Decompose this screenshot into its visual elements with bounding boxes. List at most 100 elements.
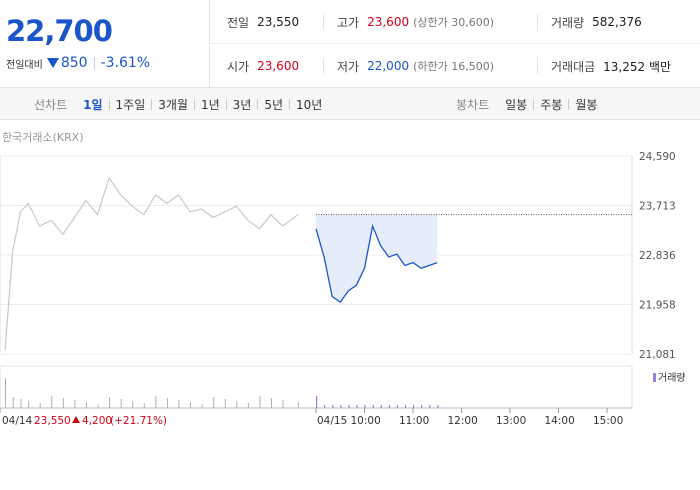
up-arrow-icon bbox=[72, 416, 80, 423]
volume-bar bbox=[62, 398, 64, 408]
volume-bar bbox=[316, 396, 318, 408]
volume-bar bbox=[236, 401, 238, 408]
tab-weekly[interactable]: 주봉 bbox=[540, 97, 563, 112]
volume-bar bbox=[109, 397, 111, 408]
volume-bar bbox=[324, 405, 326, 408]
change-row: 전일대비 850 -3.61% bbox=[6, 54, 150, 72]
volume-legend-swatch bbox=[653, 373, 656, 382]
volume-bar bbox=[421, 405, 423, 408]
current-price: 22,700 bbox=[6, 14, 113, 48]
volume-bar bbox=[143, 403, 145, 408]
divider bbox=[568, 98, 570, 110]
volume-bar bbox=[74, 400, 76, 408]
tab-monthly[interactable]: 월봉 bbox=[575, 97, 598, 112]
stat-value: 23,600 bbox=[257, 59, 300, 73]
source-label: 한국거래소(KRX) bbox=[2, 131, 84, 144]
tab-1year[interactable]: 1년 bbox=[200, 97, 220, 112]
volume-bar bbox=[364, 405, 366, 408]
change-amount: 850 bbox=[60, 55, 88, 71]
volume-bar bbox=[97, 404, 99, 408]
change-rate: -3.61% bbox=[100, 55, 151, 71]
volume-bar bbox=[298, 402, 299, 408]
volume-bar bbox=[155, 396, 157, 408]
prev-day-date: 04/14 bbox=[2, 415, 33, 427]
prev-day-footer: 04/14 23,550 4,200 (+21.71%) bbox=[2, 415, 167, 427]
stats-table: 전일 23,550 고가 23,600 (상한가 30,600) 거래량 582… bbox=[211, 0, 700, 88]
y-tick-label: 23,713 bbox=[639, 200, 676, 212]
volume-bar bbox=[372, 405, 374, 408]
volume-bar bbox=[437, 405, 439, 408]
x-tick-label: 11:00 bbox=[399, 415, 429, 427]
stat-value: 23,550 bbox=[257, 15, 300, 29]
tab-3month[interactable]: 3개월 bbox=[158, 97, 188, 112]
stat-label: 전일 bbox=[227, 15, 250, 30]
today-fill bbox=[316, 214, 438, 303]
stat-low: 저가 22,000 (하한가 16,500) bbox=[337, 44, 494, 88]
down-arrow-icon bbox=[46, 58, 59, 68]
candle-chart-title: 봉차트 bbox=[456, 97, 490, 112]
stat-high: 고가 23,600 (상한가 30,600) bbox=[337, 0, 494, 44]
divider bbox=[533, 98, 535, 110]
volume-bar bbox=[28, 401, 30, 408]
volume-bar bbox=[282, 400, 284, 408]
volume-area bbox=[0, 365, 633, 409]
tab-10year[interactable]: 10년 bbox=[296, 97, 323, 112]
x-tick-label: 12:00 bbox=[448, 415, 478, 427]
x-tick-label: 10:00 bbox=[351, 415, 381, 427]
price-chart-svg: 한국거래소(KRX) 24,590 23,713 22,836 21,958 21,08… bbox=[0, 131, 686, 427]
candle-chart-tabs: 봉차트 일봉 주봉 월봉 bbox=[456, 88, 603, 120]
divider bbox=[289, 98, 291, 110]
volume-bar bbox=[413, 405, 415, 408]
tab-5year[interactable]: 5년 bbox=[264, 97, 284, 112]
prev-day-line bbox=[4, 176, 299, 351]
stat-volume: 거래량 582,376 bbox=[551, 0, 642, 44]
price-chart: 한국거래소(KRX) 24,590 23,713 22,836 21,958 21,08… bbox=[0, 120, 700, 490]
volume-bar bbox=[5, 378, 6, 408]
volume-bar bbox=[396, 405, 399, 408]
volume-bar bbox=[388, 405, 390, 408]
divider bbox=[323, 58, 324, 74]
volume-bar bbox=[380, 405, 382, 408]
tab-daily[interactable]: 일봉 bbox=[505, 97, 528, 112]
y-tick-label: 22,836 bbox=[639, 250, 676, 262]
stat-value: 13,252 백만 bbox=[603, 59, 672, 74]
plot-area bbox=[4, 176, 632, 351]
x-tick-label: 14:00 bbox=[545, 415, 575, 427]
tab-3year[interactable]: 3년 bbox=[232, 97, 252, 112]
y-tick-label: 24,590 bbox=[639, 151, 676, 163]
tab-1week[interactable]: 1주일 bbox=[115, 97, 146, 112]
x-tick-label: 13:00 bbox=[496, 415, 526, 427]
chart-period-tabs: 선차트 1일 1주일 3개월 1년 3년 5년 10년 봉차트 일봉 주봉 월봉 bbox=[0, 88, 700, 120]
y-axis: 24,590 23,713 22,836 21,958 21,081 bbox=[639, 151, 676, 361]
volume-bar bbox=[166, 398, 168, 408]
divider bbox=[225, 98, 227, 110]
change-label: 전일대비 bbox=[6, 59, 43, 71]
y-tick-label: 21,958 bbox=[639, 300, 676, 312]
volume-bar bbox=[190, 402, 192, 408]
volume-bar bbox=[332, 405, 334, 408]
tab-1day[interactable]: 1일 bbox=[83, 97, 103, 112]
divider bbox=[93, 56, 95, 70]
volume-bar bbox=[259, 396, 261, 408]
volume-bar bbox=[404, 405, 407, 408]
volume-bar bbox=[20, 399, 22, 408]
prev-day-close: 23,550 bbox=[34, 415, 71, 427]
volume-bar bbox=[213, 397, 215, 408]
line-chart-title: 선차트 bbox=[34, 97, 68, 112]
stat-label: 거래량 bbox=[551, 15, 585, 30]
x-axis: 04/15 10:00 11:00 12:00 13:00 14:00 15:00 bbox=[0, 408, 623, 427]
lower-limit: (하한가 16,500) bbox=[413, 60, 495, 73]
volume-bar bbox=[224, 399, 226, 408]
divider bbox=[257, 98, 259, 110]
volume-bar bbox=[340, 405, 342, 408]
volume-bar bbox=[12, 397, 14, 408]
x-tick-label: 04/15 bbox=[317, 415, 347, 427]
stat-value: 22,000 bbox=[367, 59, 410, 73]
divider bbox=[151, 98, 153, 110]
x-tick-label: 15:00 bbox=[593, 415, 623, 427]
stat-value: 23,600 bbox=[367, 15, 410, 29]
volume-bar bbox=[356, 405, 358, 408]
prev-day-change: 4,200 bbox=[82, 415, 112, 427]
line-chart-tabs: 선차트 1일 1주일 3개월 1년 3년 5년 10년 bbox=[34, 88, 328, 120]
volume-bar bbox=[39, 403, 41, 408]
